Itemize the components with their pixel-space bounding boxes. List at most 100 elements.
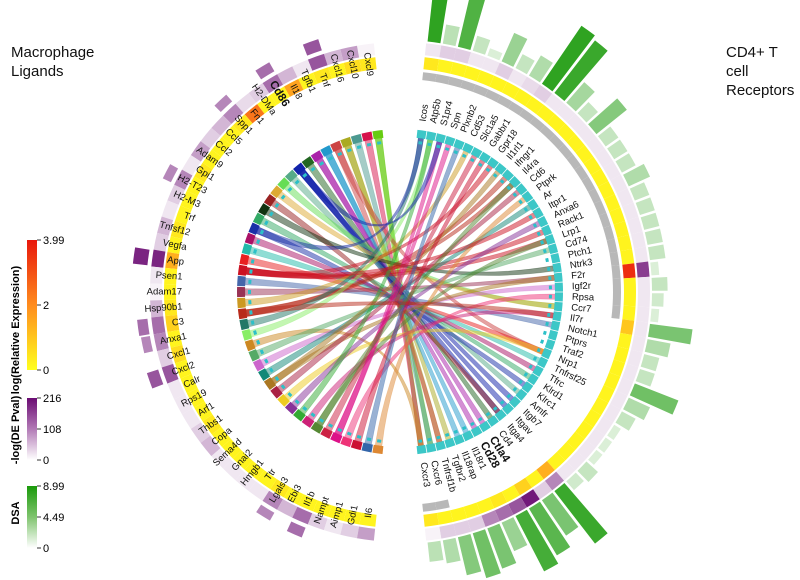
ligand-segment-Spp1[interactable]: [284, 169, 298, 183]
ligand-segment-Vegfa[interactable]: [239, 253, 250, 266]
ligand-segment-Ccl5[interactable]: [277, 177, 290, 190]
ligand-segment-Cxcl9[interactable]: [372, 129, 384, 140]
ligand-segment-Thbs1[interactable]: [263, 377, 277, 391]
receptor-segment-Nrp1[interactable]: [541, 347, 553, 360]
receptor-segment-Itga4[interactable]: [494, 409, 507, 422]
receptor-dsa-Ntrk3: [648, 244, 666, 261]
ligand-segment-Rps19[interactable]: [252, 358, 265, 372]
receptor-label-Cxcr3: Cxcr3: [418, 462, 432, 488]
receptor-segment-Atp5b[interactable]: [425, 131, 437, 141]
ligand-segment-H2-DMa[interactable]: [301, 156, 315, 169]
receptor-segment-Cxcr3[interactable]: [416, 444, 427, 455]
receptor-segment-Traf2[interactable]: [544, 338, 556, 351]
receptor-segment-Lrp1[interactable]: [544, 233, 556, 246]
receptor-segment-Icos[interactable]: [416, 129, 427, 140]
receptor-segment-Cd53[interactable]: [462, 142, 474, 154]
ligand-segment-Ccl2[interactable]: [270, 185, 283, 199]
receptor-segment-Rack1[interactable]: [541, 224, 553, 237]
receptor-segment-Ctla4[interactable]: [478, 420, 491, 433]
receptor-segment-Cd28[interactable]: [470, 425, 483, 438]
receptor-segment-Klrd1[interactable]: [527, 373, 539, 386]
receptor-segment-Gpr18[interactable]: [486, 157, 499, 169]
ligand-segment-Copa[interactable]: [270, 385, 283, 399]
receptor-segment-Ntrk3[interactable]: [552, 262, 562, 273]
ligand-segment-Cxcl1[interactable]: [241, 329, 253, 341]
receptor-dsa-Ifngr1: [566, 82, 595, 112]
receptor-segment-Il18rap[interactable]: [453, 434, 465, 446]
receptor-segment-Amfr[interactable]: [515, 388, 528, 401]
ligand-segment-Gnai2[interactable]: [284, 401, 298, 415]
ligand-segment-Il1b[interactable]: [330, 432, 343, 444]
ligand-segment-Ttr[interactable]: [301, 415, 315, 428]
receptor-segment-Igf2r[interactable]: [554, 282, 563, 292]
receptor-segment-Spn[interactable]: [444, 135, 456, 147]
ligand-segment-Tgfb1[interactable]: [330, 140, 343, 152]
ligand-segment-Cxcl10[interactable]: [361, 131, 373, 142]
ligand-segment-Anxa1[interactable]: [239, 318, 250, 331]
ligand-segment-Hmgb1[interactable]: [293, 408, 306, 422]
receptor-segment-Tnfrsf1b[interactable]: [435, 440, 446, 451]
receptor-segment-Tgfbr2[interactable]: [444, 437, 456, 449]
receptor-segment-Klrc1[interactable]: [521, 381, 534, 394]
ligand-segment-Cxcl16[interactable]: [350, 133, 363, 145]
receptor-segment-Slc1a5[interactable]: [470, 146, 483, 159]
ligand-segment-Tnfsf12[interactable]: [241, 243, 253, 255]
receptor-segment-Rpsa[interactable]: [554, 292, 563, 302]
ligand-segment-Hsp90b1[interactable]: [237, 297, 246, 309]
receptor-segment-Ptprs[interactable]: [547, 329, 559, 341]
receptor-segment-Itpr1[interactable]: [532, 207, 544, 219]
ligand-segment-H2-T23[interactable]: [252, 212, 265, 226]
receptor-dsa-Il18rap: [487, 523, 517, 569]
ligand-segment-Aimp1[interactable]: [350, 439, 363, 451]
ligand-segment-Calr[interactable]: [248, 349, 260, 362]
ligand-segment-Ebi3[interactable]: [320, 427, 333, 439]
receptor-segment-Il1rl1[interactable]: [494, 162, 507, 175]
receptor-segment-Cd74[interactable]: [547, 243, 559, 255]
ligand-segment-Sema4d[interactable]: [277, 394, 290, 407]
receptor-expression-Tgfbr2: [463, 502, 481, 519]
ligand-segment-Trf[interactable]: [244, 232, 256, 245]
ligand-segment-Cd86[interactable]: [310, 150, 324, 163]
receptor-segment-Plxnb2[interactable]: [453, 138, 465, 150]
receptor-dsa-Lrp1: [635, 197, 655, 216]
ligand-segment-Fn1[interactable]: [293, 162, 306, 176]
receptor-segment-Ptprk[interactable]: [521, 190, 534, 203]
receptor-group-Ar: [574, 165, 589, 181]
receptor-segment-Il18r1[interactable]: [462, 430, 474, 442]
receptor-segment-S1pr4[interactable]: [435, 133, 446, 144]
ligand-segment-Arf1[interactable]: [258, 368, 271, 381]
ligand-segment-C3[interactable]: [237, 308, 248, 320]
receptor-segment-F2r[interactable]: [553, 272, 563, 283]
legend-expression-max: 3.99: [43, 235, 64, 247]
receptor-segment-Cd6[interactable]: [515, 183, 528, 196]
ligand-segment-Adam9[interactable]: [263, 193, 277, 207]
receptor-segment-Ccr7[interactable]: [553, 301, 563, 312]
ligand-segment-Il6[interactable]: [372, 444, 384, 455]
receptor-segment-Itgav[interactable]: [501, 402, 514, 415]
receptor-segment-Notch1[interactable]: [550, 320, 561, 332]
receptor-segment-Ptch1[interactable]: [550, 252, 561, 264]
receptor-segment-Gabbr1[interactable]: [478, 151, 491, 164]
ligand-segment-Psen1[interactable]: [237, 275, 246, 287]
ligand-segment-Nampt[interactable]: [340, 436, 353, 448]
ligand-segment-Il18[interactable]: [320, 145, 333, 157]
ligand-tick-Cxcl9: [376, 141, 382, 145]
receptor-segment-Itgb7[interactable]: [508, 395, 521, 408]
receptor-segment-Il7r[interactable]: [552, 311, 562, 322]
ligand-segment-Gpi1[interactable]: [258, 203, 271, 216]
ligand-segment-Lgals3[interactable]: [310, 421, 324, 434]
receptor-segment-Anxa6[interactable]: [537, 215, 549, 228]
receptor-segment-Il4ra[interactable]: [508, 176, 521, 189]
ligand-segment-H2-M3[interactable]: [248, 222, 260, 235]
receptor-segment-Ar[interactable]: [527, 198, 539, 211]
receptor-segment-Cd4[interactable]: [486, 415, 499, 427]
ligand-segment-App[interactable]: [237, 264, 248, 276]
receptor-segment-Tnfrsf25[interactable]: [537, 356, 549, 369]
receptor-segment-Cxcr6[interactable]: [425, 443, 437, 453]
ligand-segment-Cxcl2[interactable]: [244, 339, 256, 352]
receptor-segment-Ifngr1[interactable]: [501, 169, 514, 182]
receptor-segment-Tfrc[interactable]: [532, 365, 544, 377]
ligand-segment-Tnf[interactable]: [340, 136, 353, 148]
ligand-segment-Adam17[interactable]: [236, 286, 246, 298]
ligand-segment-Gdi1[interactable]: [361, 442, 373, 453]
